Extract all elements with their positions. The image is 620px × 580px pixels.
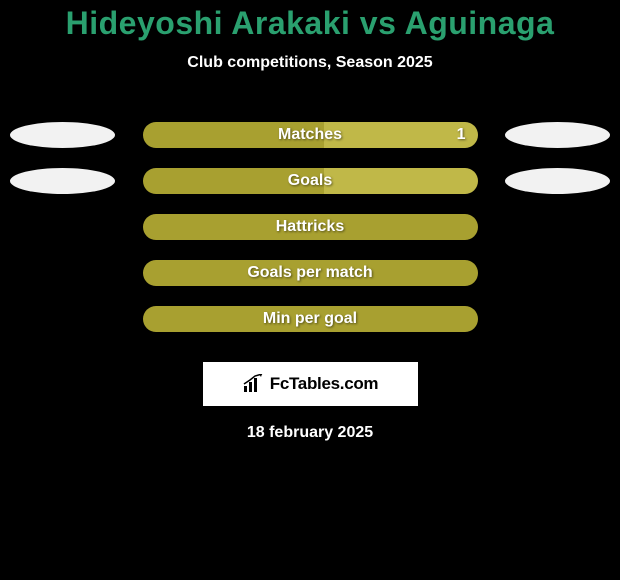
stat-row: Goals (0, 158, 620, 204)
comparison-infographic: Hideyoshi Arakaki vs Aguinaga Club compe… (0, 0, 620, 580)
stat-label: Min per goal (263, 310, 357, 328)
stat-row: Matches 1 (0, 112, 620, 158)
chart-icon (242, 374, 264, 394)
stat-bar: Goals (143, 168, 478, 194)
stat-bar: Hattricks (143, 214, 478, 240)
player-right-marker (505, 122, 610, 148)
stat-row: Hattricks (0, 204, 620, 250)
player-left-marker (10, 122, 115, 148)
watermark: FcTables.com (203, 362, 418, 406)
stat-row: Min per goal (0, 296, 620, 342)
stat-bar: Goals per match (143, 260, 478, 286)
page-subtitle: Club competitions, Season 2025 (0, 54, 620, 72)
watermark-text: FcTables.com (270, 374, 379, 394)
stat-label: Goals (288, 172, 332, 190)
player-left-marker (10, 168, 115, 194)
page-title: Hideyoshi Arakaki vs Aguinaga (0, 5, 620, 42)
stat-value-right: 1 (457, 126, 466, 144)
date-text: 18 february 2025 (0, 424, 620, 442)
stat-rows: Matches 1 Goals Hattricks Goals per match Min… (0, 112, 620, 342)
stat-row: Goals per match (0, 250, 620, 296)
stat-bar: Min per goal (143, 306, 478, 332)
stat-label: Hattricks (276, 218, 344, 236)
stat-bar: Matches 1 (143, 122, 478, 148)
player-right-marker (505, 168, 610, 194)
stat-label: Goals per match (247, 264, 372, 282)
stat-label: Matches (278, 126, 342, 144)
